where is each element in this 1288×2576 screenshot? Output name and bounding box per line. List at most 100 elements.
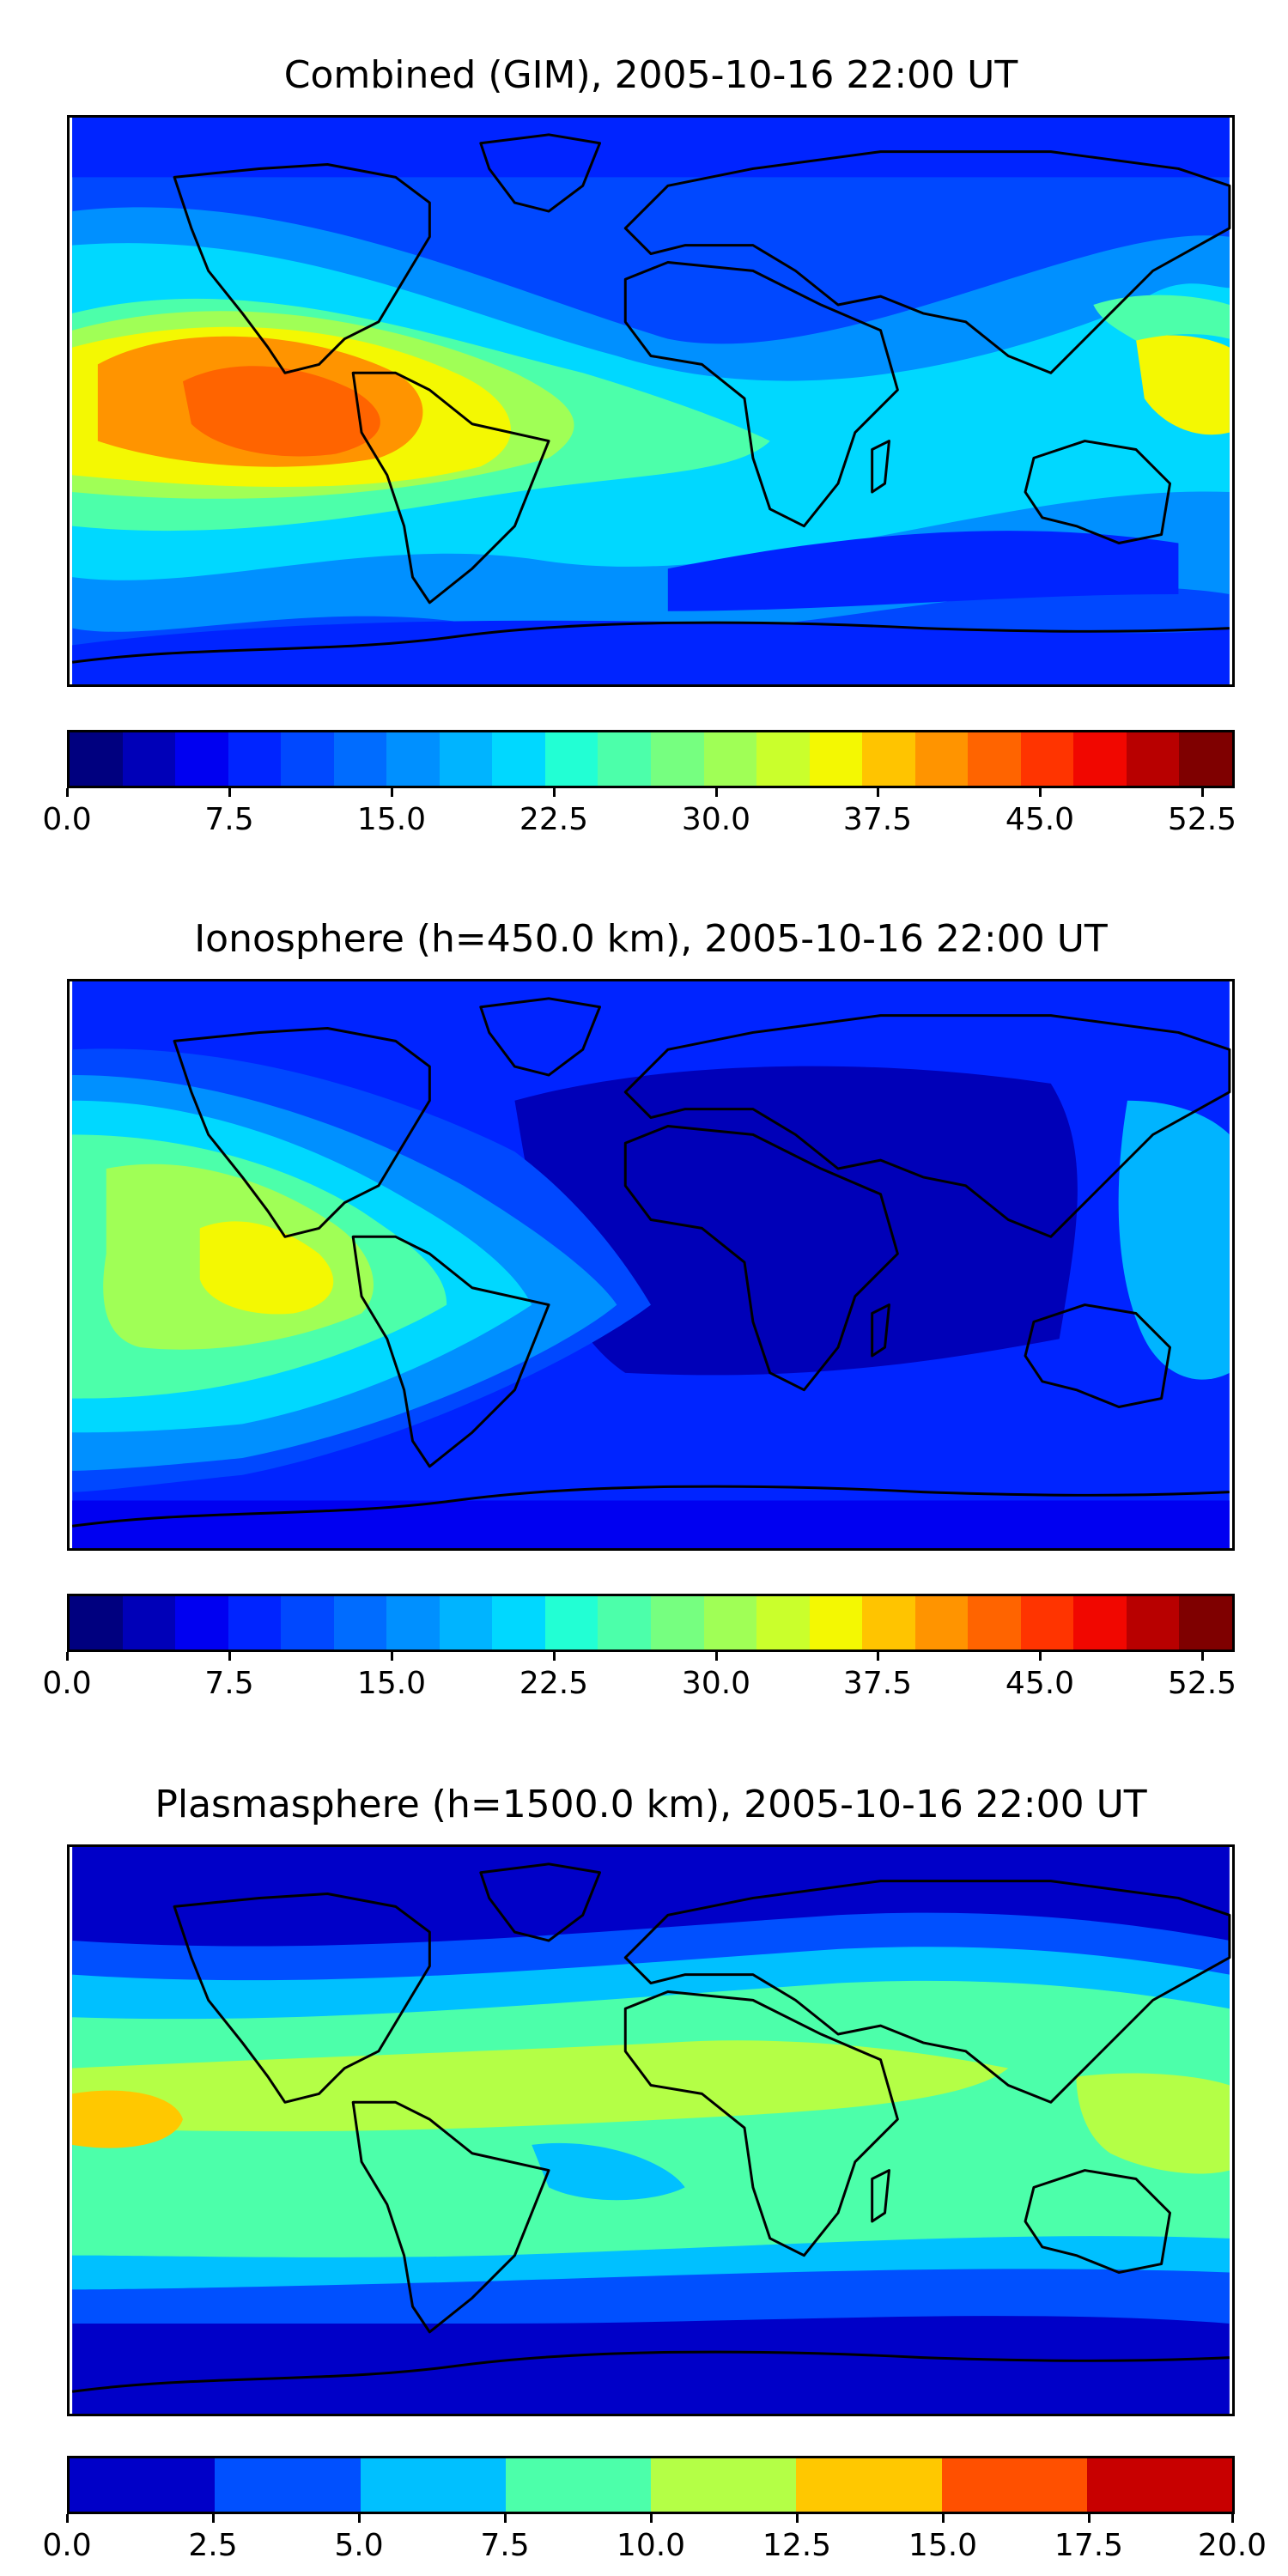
panel-3-title: Plasmasphere (h=1500.0 km), 2005-10-16 2… — [155, 1783, 1147, 1826]
coast-greenland — [479, 133, 602, 213]
cbar1-tick-label-8: 52.5 — [1167, 802, 1237, 837]
coast-south-america — [351, 2100, 550, 2334]
cbar1-seg-16 — [862, 732, 915, 786]
cbar2-seg-5 — [281, 1596, 334, 1649]
cbar3-tick-mark-1 — [66, 2514, 69, 2523]
cbar2-seg-9 — [492, 1596, 545, 1649]
coast-north-america — [173, 1027, 431, 1238]
cbar2-tick-mark-4 — [553, 1652, 556, 1661]
cbar2-seg-2 — [122, 1596, 176, 1649]
ionosphere-map — [67, 979, 1235, 1551]
cbar1-tick-mark-4 — [553, 788, 556, 797]
cbar2-seg-21 — [1126, 1596, 1180, 1649]
cbar1-seg-21 — [1126, 732, 1180, 786]
cbar2-tick-mark-2 — [228, 1652, 231, 1661]
tec-low-south — [667, 531, 1179, 611]
tec-band-red-orange — [182, 366, 380, 457]
panel-1-colorbar — [67, 730, 1235, 788]
coast-europe-asia — [623, 150, 1231, 374]
cbar2-seg-11 — [598, 1596, 652, 1649]
cbar2-tick-label-2: 7.5 — [204, 1666, 254, 1701]
cbar1-tick-mark-8 — [1201, 788, 1204, 797]
coast-antarctica — [71, 2350, 1230, 2393]
cbar3-seg-2 — [215, 2458, 361, 2512]
cbar1-seg-22 — [1179, 732, 1233, 786]
cbar1-seg-20 — [1073, 732, 1127, 786]
panel-1-title: Combined (GIM), 2005-10-16 22:00 UT — [283, 53, 1018, 97]
cbar2-tick-mark-7 — [1039, 1652, 1042, 1661]
coast-australia — [1024, 440, 1171, 544]
cbar2-tick-label-3: 15.0 — [356, 1666, 427, 1701]
cbar1-tick-mark-5 — [715, 788, 718, 797]
cbar2-tick-label-7: 45.0 — [1005, 1666, 1075, 1701]
cbar3-tick-label-3: 5.0 — [334, 2528, 384, 2563]
cbar3-seg-6 — [796, 2458, 942, 2512]
cbar1-tick-mark-3 — [391, 788, 393, 797]
panel-3-colorbar — [67, 2456, 1235, 2514]
cbar2-tick-mark-6 — [877, 1652, 879, 1661]
coast-madagascar — [871, 1303, 890, 1358]
cbar1-seg-7 — [386, 732, 440, 786]
combined-gim-map — [67, 115, 1235, 687]
cbar3-seg-1 — [70, 2458, 216, 2512]
ionosphere-map-svg — [71, 981, 1231, 1548]
coast-australia — [1024, 1303, 1171, 1408]
coast-europe-asia — [623, 1014, 1231, 1238]
cbar3-tick-label-8: 17.5 — [1054, 2528, 1124, 2563]
coast-europe-asia — [623, 1880, 1231, 2104]
tec-band-cyan-south — [532, 2142, 685, 2201]
cbar1-seg-8 — [439, 732, 493, 786]
tec-field-north — [72, 118, 1230, 178]
cbar3-tick-mark-9 — [1231, 2514, 1234, 2523]
panel-2-title: Ionosphere (h=450.0 km), 2005-10-16 22:0… — [194, 917, 1108, 961]
coast-australia — [1024, 2169, 1171, 2274]
coastlines — [71, 133, 1231, 664]
panel-1-colorbar-ticks: 0.0 7.5 15.0 22.5 30.0 37.5 45.0 52.5 — [42, 788, 1237, 840]
cbar1-tick-label-1: 0.0 — [42, 802, 92, 837]
coast-africa — [623, 260, 899, 528]
tec-band-yellow-east — [1135, 335, 1230, 435]
cbar1-seg-10 — [544, 732, 598, 786]
cbar2-seg-22 — [1179, 1596, 1233, 1649]
cbar1-seg-5 — [281, 732, 334, 786]
cbar2-tick-mark-3 — [391, 1652, 393, 1661]
cbar2-seg-1 — [70, 1596, 123, 1649]
coast-antarctica — [71, 621, 1230, 664]
cbar2-seg-20 — [1073, 1596, 1127, 1649]
cbar1-tick-label-2: 7.5 — [204, 802, 254, 837]
cbar3-seg-4 — [505, 2458, 651, 2512]
cbar2-seg-12 — [651, 1596, 704, 1649]
cbar2-tick-label-8: 52.5 — [1167, 1666, 1237, 1701]
tec-low-eastern — [514, 1066, 1078, 1376]
cbar1-seg-19 — [1020, 732, 1074, 786]
cbar2-seg-3 — [175, 1596, 228, 1649]
tec-band-cyan-east — [1118, 1100, 1230, 1380]
cbar1-tick-label-3: 15.0 — [356, 802, 427, 837]
cbar1-tick-label-7: 45.0 — [1005, 802, 1075, 837]
plasmasphere-map-svg — [71, 1847, 1231, 2414]
cbar2-seg-4 — [228, 1596, 282, 1649]
cbar2-seg-7 — [386, 1596, 440, 1649]
cbar2-tick-label-4: 22.5 — [519, 1666, 589, 1701]
cbar3-tick-mark-2 — [212, 2514, 215, 2523]
cbar2-seg-8 — [439, 1596, 493, 1649]
cbar1-tick-mark-7 — [1039, 788, 1042, 797]
tec-band-yellow-green-east — [1076, 2073, 1230, 2174]
cbar1-tick-label-4: 22.5 — [519, 802, 589, 837]
cbar2-seg-19 — [1020, 1596, 1074, 1649]
coast-greenland — [479, 1862, 602, 1942]
cbar2-tick-mark-5 — [715, 1652, 718, 1661]
cbar3-tick-label-9: 20.0 — [1197, 2528, 1267, 2563]
cbar2-seg-13 — [703, 1596, 757, 1649]
cbar2-seg-16 — [862, 1596, 915, 1649]
cbar1-seg-3 — [175, 732, 228, 786]
coast-antarctica — [71, 1485, 1230, 1528]
cbar3-tick-mark-3 — [358, 2514, 361, 2523]
coast-north-america — [173, 163, 431, 374]
cbar3-tick-label-6: 12.5 — [762, 2528, 832, 2563]
cbar3-tick-label-1: 0.0 — [42, 2528, 92, 2563]
cbar2-tick-label-6: 37.5 — [842, 1666, 913, 1701]
cbar2-seg-10 — [544, 1596, 598, 1649]
cbar2-tick-label-1: 0.0 — [42, 1666, 92, 1701]
coast-south-america — [351, 1235, 550, 1468]
